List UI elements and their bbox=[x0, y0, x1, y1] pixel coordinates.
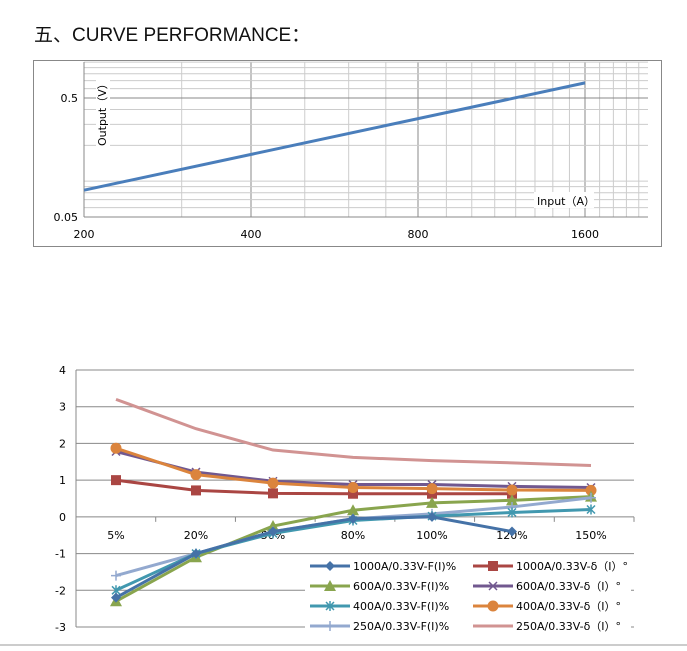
legend-label: 250A/0.33V-F(I)% bbox=[353, 620, 449, 633]
chart2-category-label: 20% bbox=[184, 529, 208, 542]
legend-marker bbox=[325, 601, 335, 611]
chart2-legend bbox=[305, 555, 631, 635]
data-point bbox=[426, 483, 438, 495]
chart1-x-tick: 400 bbox=[241, 228, 262, 241]
data-point bbox=[586, 492, 596, 503]
legend-marker bbox=[324, 580, 336, 591]
data-point bbox=[347, 481, 359, 493]
chart1-ylabel-bg bbox=[96, 78, 110, 146]
data-point bbox=[426, 496, 438, 508]
data-point bbox=[427, 511, 437, 522]
series-line-1 bbox=[115, 478, 512, 496]
data-point bbox=[585, 484, 597, 496]
chart2-category-label: 150% bbox=[575, 529, 606, 542]
legend-label: 600A/0.33V-F(I)% bbox=[353, 580, 449, 593]
chart2-y-tick: -2 bbox=[55, 584, 66, 597]
data-point bbox=[586, 504, 596, 515]
legend-label: 1000A/0.33V-δ（I）° bbox=[516, 560, 628, 573]
data-point bbox=[190, 469, 202, 481]
chart1-x-tick: 200 bbox=[74, 228, 95, 241]
series-line-7 bbox=[115, 397, 592, 467]
legend-label: 400A/0.33V-δ（I）° bbox=[516, 600, 621, 613]
chart1-x-label: Input（A） bbox=[537, 195, 595, 208]
data-point bbox=[347, 504, 359, 516]
data-point bbox=[507, 507, 517, 518]
chart2-y-tick: 0 bbox=[59, 511, 66, 524]
data-point bbox=[507, 526, 517, 537]
chart2-category-label: 5% bbox=[107, 529, 124, 542]
chart1-y-label: Output（V） bbox=[96, 78, 109, 146]
chart1-y-tick: 0.05 bbox=[54, 211, 79, 224]
data-point bbox=[348, 488, 358, 499]
chart1-x-tick: 800 bbox=[408, 228, 429, 241]
chart1-frame bbox=[33, 60, 662, 247]
series-line-0 bbox=[115, 515, 513, 599]
chart1-x-tick: 1600 bbox=[571, 228, 599, 241]
chart1-xlabel-bg bbox=[534, 192, 594, 208]
data-point bbox=[110, 442, 122, 454]
legend-marker bbox=[488, 561, 498, 571]
legend-label: 400A/0.33V-F(I)% bbox=[353, 600, 449, 613]
data-point bbox=[506, 494, 518, 506]
legend-label: 1000A/0.33V-F(I)% bbox=[353, 560, 456, 573]
chart1-series-line bbox=[83, 81, 586, 192]
chart2-y-tick: 2 bbox=[59, 437, 66, 450]
chart2-category-label: 100% bbox=[416, 529, 447, 542]
legend-marker bbox=[487, 600, 499, 612]
data-point bbox=[111, 475, 121, 486]
data-point bbox=[267, 477, 279, 489]
legend-marker bbox=[325, 561, 335, 571]
chart2-y-tick: -3 bbox=[55, 621, 66, 634]
chart2-y-tick: 3 bbox=[59, 401, 66, 414]
data-point bbox=[191, 485, 201, 496]
chart2-y-tick: 1 bbox=[59, 474, 66, 487]
data-point bbox=[267, 520, 279, 532]
legend-marker bbox=[488, 581, 498, 591]
legend-label: 600A/0.33V-δ（I）° bbox=[516, 580, 621, 593]
data-point bbox=[348, 513, 358, 524]
chart2-category-label: 80% bbox=[341, 529, 365, 542]
legend-label: 250A/0.33V-δ（I）° bbox=[516, 620, 621, 633]
data-point bbox=[268, 526, 278, 537]
data-point bbox=[191, 548, 201, 559]
section-heading: 五、CURVE PERFORMANCE： bbox=[34, 25, 311, 46]
chart2-y-tick: 4 bbox=[59, 364, 66, 377]
legend-marker bbox=[325, 621, 335, 631]
data-point bbox=[268, 488, 278, 499]
data-point bbox=[506, 484, 518, 496]
chart2-y-tick: -1 bbox=[55, 548, 66, 561]
data-point bbox=[111, 592, 121, 603]
data-point bbox=[111, 570, 121, 581]
chart1-y-tick: 0.5 bbox=[61, 92, 79, 105]
